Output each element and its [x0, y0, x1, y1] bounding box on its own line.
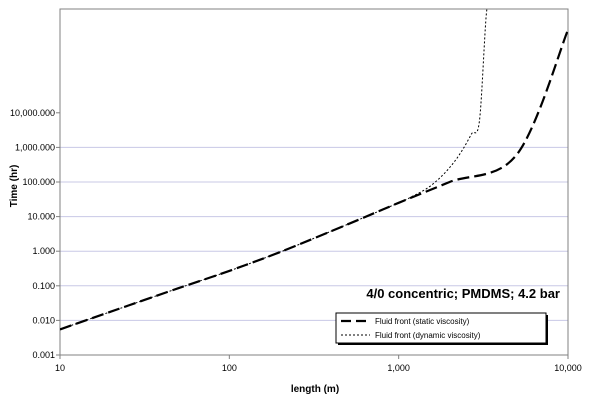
series-line-dynamic-viscosity: [60, 9, 492, 330]
x-tick-label: 10,000: [554, 363, 582, 373]
y-tick-label: 10,000.000: [10, 108, 55, 118]
x-tick-label: 1,000: [387, 363, 410, 373]
x-tick-label: 100: [222, 363, 237, 373]
y-tick-label: 1.000: [32, 246, 55, 256]
y-tick-label: 0.001: [32, 350, 55, 360]
y-tick-label: 0.100: [32, 281, 55, 291]
series-line-static-viscosity: [60, 29, 568, 331]
y-tick-label: 100.000: [22, 177, 55, 187]
legend-entry-dynamic: Fluid front (dynamic viscosity): [375, 331, 481, 340]
y-tick-labels: 0.001 0.010 0.100 1.000 10.000 100.000 1,000.0…: [10, 108, 60, 360]
y-tick-label: 1,000.000: [15, 142, 55, 152]
y-tick-label: 10.000: [27, 212, 55, 222]
y-tick-label: 0.010: [32, 315, 55, 325]
legend-box: [335, 312, 547, 344]
x-tick-label: 10: [55, 363, 65, 373]
x-axis-label: length (m): [291, 384, 339, 395]
x-tick-labels: 10 100 1,000 10,000: [55, 355, 582, 373]
legend-entry-static: Fluid front (static viscosity): [375, 317, 470, 326]
series-group: [60, 9, 568, 331]
chart-annotation: 4/0 concentric; PMDMS; 4.2 bar: [366, 286, 560, 301]
y-axis-label: Time (hr): [9, 165, 20, 208]
legend: Fluid front (static viscosity) Fluid fro…: [335, 312, 548, 345]
